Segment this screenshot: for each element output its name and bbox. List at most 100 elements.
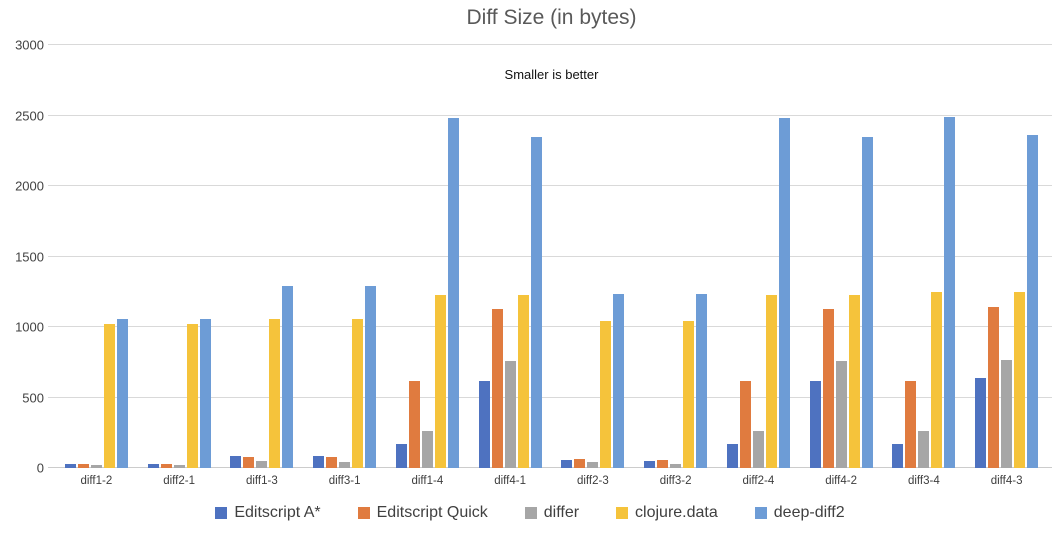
chart-title: Diff Size (in bytes) — [466, 6, 637, 29]
legend-label-differ: differ — [543, 504, 580, 521]
bar-differ-diff1-3 — [256, 460, 268, 468]
bar-differ-diff1-2 — [90, 465, 102, 468]
legend-swatch-clojure-data — [616, 507, 629, 519]
bar-editscript-quick-diff3-2 — [657, 460, 669, 468]
bar-editscript-quick-diff1-2 — [77, 464, 89, 468]
bar-editscript-a--diff2-4 — [726, 444, 738, 468]
bar-deep-diff2-diff4-3 — [1027, 135, 1039, 468]
bar-differ-diff4-2 — [835, 360, 847, 468]
bar-clojure-data-diff3-4 — [931, 292, 943, 468]
bar-deep-diff2-diff2-1 — [199, 318, 211, 468]
bar-clojure-data-diff3-1 — [352, 318, 364, 468]
y-axis-label-0: 0 — [36, 460, 44, 476]
bar-differ-diff2-4 — [752, 431, 764, 468]
x-axis-label-diff3-4: diff3-4 — [907, 475, 940, 487]
bar-editscript-quick-diff4-1 — [491, 309, 503, 468]
bar-editscript-quick-diff1-4 — [408, 381, 420, 468]
bar-deep-diff2-diff1-3 — [282, 286, 294, 468]
bar-differ-diff3-1 — [339, 462, 351, 468]
x-axis-label-diff1-4: diff1-4 — [411, 475, 444, 487]
bar-editscript-quick-diff3-4 — [905, 381, 917, 468]
x-axis-label-diff1-2: diff1-2 — [80, 475, 113, 487]
x-axis-label-diff4-3: diff4-3 — [990, 475, 1023, 487]
bar-deep-diff2-diff1-2 — [116, 318, 128, 468]
bar-clojure-data-diff1-3 — [269, 318, 281, 468]
bar-group-diff4-1 — [469, 45, 552, 468]
bar-group-diff4-3 — [965, 45, 1048, 468]
x-axis-label-diff1-3: diff1-3 — [245, 475, 278, 487]
bar-differ-diff2-1 — [173, 465, 185, 468]
x-axis-label-diff4-2: diff4-2 — [825, 475, 857, 487]
legend: Editscript A* Editscript Quick differ cloju… — [0, 504, 1060, 522]
legend-item-editscript-a-: Editscript A* — [215, 504, 321, 522]
bar-deep-diff2-diff3-4 — [944, 116, 956, 468]
bar-group-diff3-4 — [883, 45, 966, 468]
bar-deep-diff2-diff2-3 — [613, 293, 625, 468]
legend-label-editscript-a-: Editscript A* — [234, 504, 321, 521]
bar-editscript-a--diff4-3 — [975, 378, 987, 468]
bar-group-diff1-4 — [386, 45, 469, 468]
bar-clojure-data-diff1-2 — [103, 324, 115, 468]
legend-label-editscript-quick: Editscript Quick — [376, 504, 488, 521]
bar-editscript-a--diff1-4 — [395, 444, 407, 468]
bar-clojure-data-diff2-3 — [600, 320, 612, 468]
bar-deep-diff2-diff2-4 — [778, 118, 790, 468]
gridline-2000 — [48, 185, 1052, 187]
bar-group-diff1-2 — [55, 45, 138, 468]
bar-editscript-a--diff3-4 — [892, 444, 904, 468]
bar-clojure-data-diff4-1 — [517, 294, 529, 468]
bar-editscript-a--diff1-2 — [64, 464, 76, 468]
legend-item-clojure-data: clojure.data — [616, 504, 718, 522]
bar-deep-diff2-diff4-1 — [530, 136, 542, 468]
legend-label-clojure-data: clojure.data — [635, 504, 718, 521]
bar-editscript-quick-diff4-3 — [988, 307, 1000, 468]
bar-editscript-quick-diff2-4 — [739, 381, 751, 468]
x-axis: diff1-2 diff2-1 diff1-3 diff3-1 diff1-4 diff4… — [55, 475, 1048, 487]
bar-groups — [55, 45, 1048, 468]
bar-group-diff2-4 — [717, 45, 800, 468]
x-axis-label-diff3-2: diff3-2 — [659, 475, 692, 487]
bar-editscript-quick-diff3-1 — [326, 456, 338, 468]
bar-group-diff3-2 — [634, 45, 717, 468]
legend-swatch-editscript-quick — [357, 507, 370, 519]
x-axis-label-diff2-1: diff2-1 — [163, 475, 195, 487]
bar-editscript-a--diff2-1 — [147, 464, 159, 468]
bar-editscript-a--diff3-2 — [644, 460, 656, 468]
bar-deep-diff2-diff4-2 — [861, 136, 873, 468]
bar-editscript-quick-diff2-1 — [160, 464, 172, 468]
bar-editscript-quick-diff4-2 — [822, 309, 834, 468]
x-axis-label-diff3-1: diff3-1 — [328, 475, 361, 487]
bar-group-diff1-3 — [221, 45, 304, 468]
bar-group-diff4-2 — [800, 45, 883, 468]
bar-editscript-a--diff1-3 — [230, 456, 242, 468]
bar-differ-diff4-1 — [504, 360, 516, 468]
legend-swatch-differ — [524, 507, 537, 519]
legend-item-differ: differ — [524, 504, 580, 522]
x-axis-label-diff2-4: diff2-4 — [742, 475, 775, 487]
bar-deep-diff2-diff3-2 — [696, 293, 708, 468]
bar-clojure-data-diff1-4 — [434, 294, 446, 468]
legend-swatch-deep-diff2 — [754, 507, 767, 519]
bar-editscript-a--diff3-1 — [313, 456, 325, 468]
plot-area — [48, 44, 1052, 468]
legend-item-editscript-quick: Editscript Quick — [357, 504, 488, 522]
legend-item-deep-diff2: deep-diff2 — [754, 504, 845, 522]
y-axis-label-1500: 1500 — [15, 249, 44, 264]
x-axis-label-diff4-1: diff4-1 — [494, 475, 526, 487]
legend-swatch-editscript-a- — [215, 507, 228, 519]
y-axis-label-2500: 2500 — [15, 108, 44, 123]
bar-editscript-quick-diff1-3 — [243, 456, 255, 468]
bar-clojure-data-diff2-4 — [765, 294, 777, 468]
gridline-1500 — [48, 255, 1052, 257]
bar-differ-diff4-3 — [1001, 360, 1013, 468]
gridline-1000 — [48, 326, 1052, 328]
bar-differ-diff2-3 — [587, 461, 599, 468]
bar-clojure-data-diff4-3 — [1014, 292, 1026, 468]
y-axis: 0 500 1000 1500 2000 2500 3000 — [0, 38, 44, 476]
bar-group-diff2-3 — [552, 45, 635, 468]
legend-label-deep-diff2: deep-diff2 — [773, 504, 845, 521]
gridline-2500 — [48, 114, 1052, 116]
bar-deep-diff2-diff1-4 — [447, 118, 459, 468]
bar-clojure-data-diff4-2 — [848, 294, 860, 468]
